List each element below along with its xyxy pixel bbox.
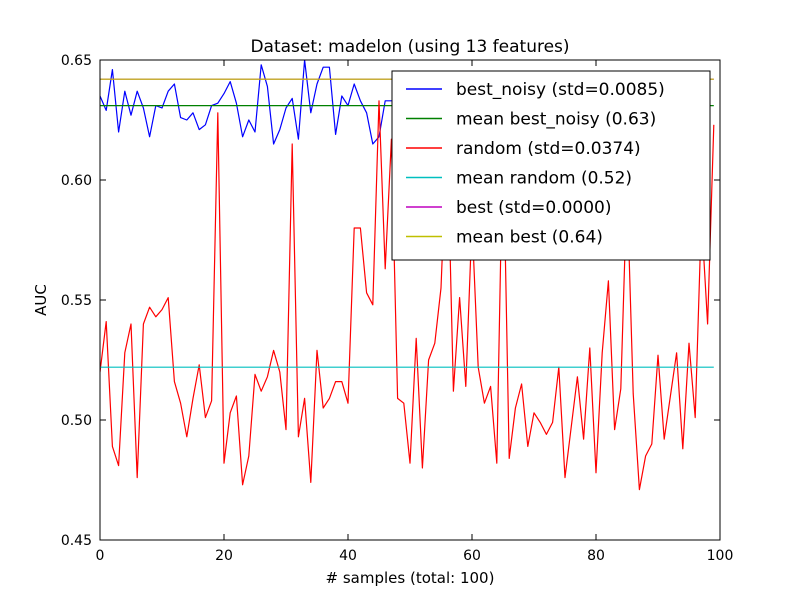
legend-label-5: mean best (0.64) xyxy=(456,228,603,248)
series-line-0 xyxy=(100,60,411,145)
y-tick-label: 0.65 xyxy=(61,53,92,69)
x-tick-label: 100 xyxy=(707,548,734,564)
legend-label-1: mean best_noisy (0.63) xyxy=(456,110,656,130)
legend-box xyxy=(391,70,711,261)
x-tick-label: 80 xyxy=(587,548,605,564)
y-tick-label: 0.45 xyxy=(61,533,92,549)
series-line-2 xyxy=(100,100,715,491)
y-axis-label: AUC xyxy=(32,284,50,316)
legend: best_noisy (std=0.0085) mean best_noisy (… xyxy=(391,70,711,261)
x-tick-label: 20 xyxy=(215,548,233,564)
legend-label-3: mean random (0.52) xyxy=(456,169,632,189)
legend-label-0: best_noisy (std=0.0085) xyxy=(456,80,665,100)
legend-label-4: best (std=0.0000) xyxy=(456,198,611,218)
y-tick-label: 0.55 xyxy=(61,293,92,309)
x-axis-label: # samples (total: 100) xyxy=(326,569,495,587)
legend-label-2: random (std=0.0374) xyxy=(456,139,641,159)
axis-ticks: 0 20 40 60 80 100 0.45 0.50 0.55 0.60 0.65 xyxy=(61,53,734,564)
y-tick-label: 0.50 xyxy=(61,413,92,429)
y-tick-label: 0.60 xyxy=(61,173,92,189)
x-tick-label: 40 xyxy=(339,548,357,564)
x-tick-label: 0 xyxy=(96,548,105,564)
x-tick-label: 60 xyxy=(463,548,481,564)
chart-title: Dataset: madelon (using 13 features) xyxy=(250,37,569,57)
